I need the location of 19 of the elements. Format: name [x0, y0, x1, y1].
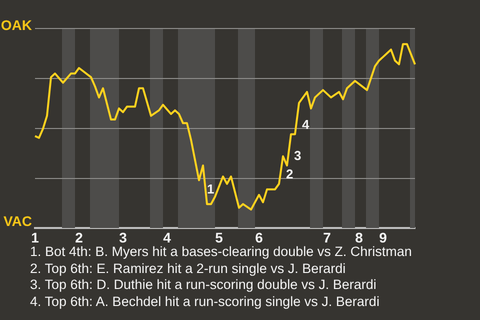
text: 1. Bot 4th: B. Myers hit a bases-clearing double vs Z. Christman: [30, 244, 412, 260]
text: VAC: [3, 212, 32, 229]
text: 3. Top 6th: D. Duthie hit a run-scoring double vs J. Berardi: [30, 277, 378, 294]
annotation: 4: [302, 116, 310, 132]
x-tick-label: 2: [75, 229, 84, 246]
x-tick-label: 5: [215, 229, 224, 246]
x-tick-label: 8: [355, 229, 364, 246]
text: 2. Top 6th: E. Ramirez hit a 2-run single vs J. Berardi: [30, 260, 347, 277]
annotation: 1: [207, 182, 214, 197]
x-tick-label: 6: [255, 229, 264, 246]
x-tick-label: 4: [163, 229, 172, 246]
annotation: 3: [294, 148, 302, 164]
x-tick-label: 7: [323, 229, 332, 246]
x-tick-label: 3: [119, 229, 128, 246]
text: OAK: [0, 16, 32, 33]
x-tick-label: 9: [379, 229, 388, 246]
text: 4. Top 6th: A. Bechdel hit a run-scoring single vs J. Berardi: [30, 294, 380, 310]
x-tick-label: 1: [31, 229, 40, 246]
annotation: 2: [286, 166, 294, 182]
